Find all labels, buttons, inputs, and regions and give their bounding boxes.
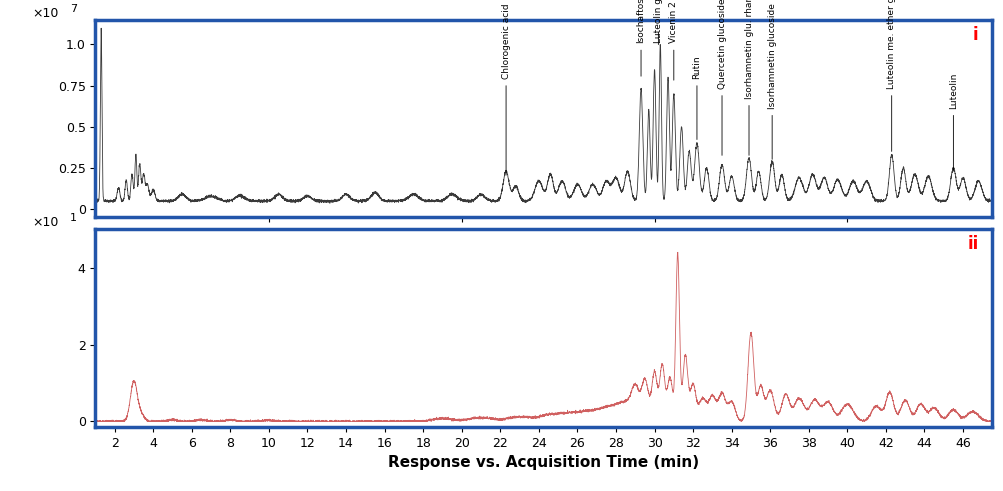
Text: Luteolin me. ether glu: Luteolin me. ether glu bbox=[887, 0, 896, 89]
Text: Luteolin: Luteolin bbox=[948, 72, 957, 109]
Text: Isorhamnetin glucoside: Isorhamnetin glucoside bbox=[767, 3, 776, 109]
Text: i: i bbox=[972, 26, 978, 44]
Text: Rutin: Rutin bbox=[692, 55, 701, 79]
Text: 1: 1 bbox=[70, 214, 77, 223]
Text: 7: 7 bbox=[70, 4, 77, 14]
Text: Vicenin 2: Vicenin 2 bbox=[669, 1, 678, 43]
Text: ×10: ×10 bbox=[32, 217, 59, 229]
Text: Chlorogenic acid: Chlorogenic acid bbox=[502, 3, 511, 79]
Text: Quercetin glucoside: Quercetin glucoside bbox=[717, 0, 726, 89]
Text: Isochaftoside: Isochaftoside bbox=[636, 0, 645, 43]
Text: Luteolin glucoside: Luteolin glucoside bbox=[653, 0, 662, 43]
X-axis label: Response vs. Acquisition Time (min): Response vs. Acquisition Time (min) bbox=[388, 456, 698, 470]
Text: ii: ii bbox=[966, 235, 978, 253]
Text: ×10: ×10 bbox=[32, 7, 59, 20]
Text: Isorhamnetin glu. rham: Isorhamnetin glu. rham bbox=[744, 0, 753, 99]
